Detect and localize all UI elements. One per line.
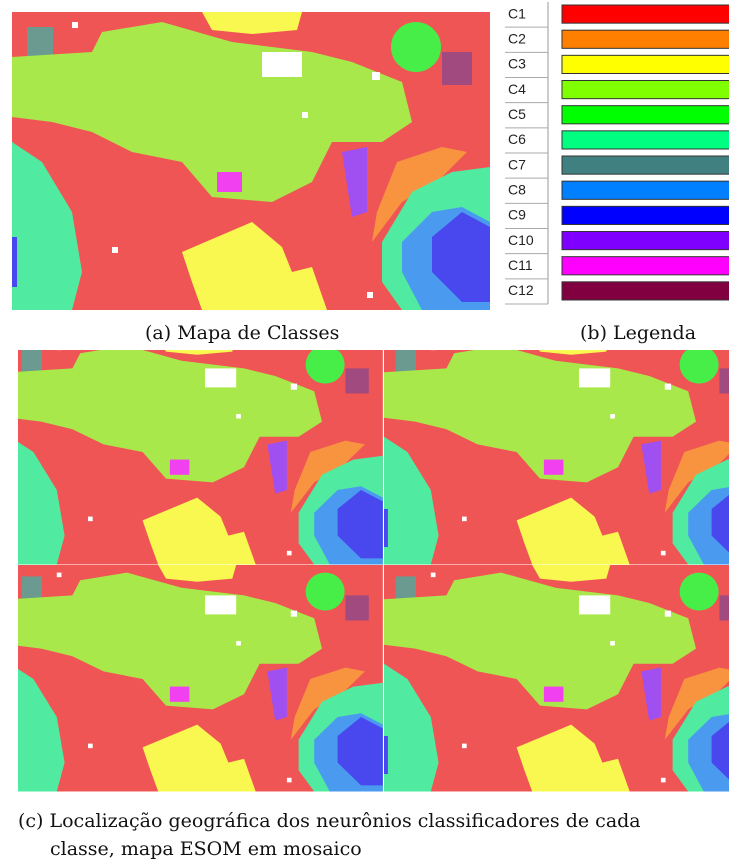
legend-label: C5 bbox=[508, 106, 526, 122]
legend-label: C1 bbox=[508, 5, 526, 21]
legend-swatch bbox=[562, 106, 729, 124]
class-map bbox=[12, 12, 490, 310]
legend-label: C6 bbox=[508, 131, 526, 147]
figure-graphics: C1 C2 C3 C4 C5 C6 C7 C8 C9 C10 C11 C12 bbox=[0, 0, 729, 800]
mosaic-map bbox=[10, 338, 729, 791]
caption-a: (a) Mapa de Classes bbox=[145, 322, 339, 344]
legend-label: C8 bbox=[508, 181, 526, 197]
legend-swatch bbox=[562, 55, 729, 73]
legend-swatch bbox=[562, 156, 729, 174]
legend-swatch bbox=[562, 257, 729, 275]
legend-label: C2 bbox=[508, 30, 526, 46]
legend-label: C10 bbox=[508, 232, 534, 248]
legend-label: C11 bbox=[508, 257, 533, 273]
legend-label: C4 bbox=[508, 81, 526, 97]
legend-swatch bbox=[562, 181, 729, 199]
legend-label: C12 bbox=[508, 282, 534, 298]
legend-label: C9 bbox=[508, 207, 526, 223]
caption-c: (c) Localização geográfica dos neurônios… bbox=[18, 810, 729, 832]
legend-swatch bbox=[562, 131, 729, 149]
legend-swatch bbox=[562, 232, 729, 250]
legend-swatch bbox=[562, 5, 729, 23]
caption-c: classe, mapa ESOM em mosaico bbox=[50, 838, 362, 860]
legend: C1 C2 C3 C4 C5 C6 C7 C8 C9 C10 C11 C12 bbox=[505, 5, 729, 304]
legend-swatch bbox=[562, 30, 729, 48]
legend-label: C7 bbox=[508, 156, 526, 172]
figure: C1 C2 C3 C4 C5 C6 C7 C8 C9 C10 C11 C12 (a) Mapa de … bbox=[0, 0, 729, 867]
legend-swatch bbox=[562, 282, 729, 300]
legend-label: C3 bbox=[508, 56, 526, 72]
caption-b: (b) Legenda bbox=[580, 322, 696, 344]
legend-swatch bbox=[562, 81, 729, 99]
legend-swatch bbox=[562, 206, 729, 224]
